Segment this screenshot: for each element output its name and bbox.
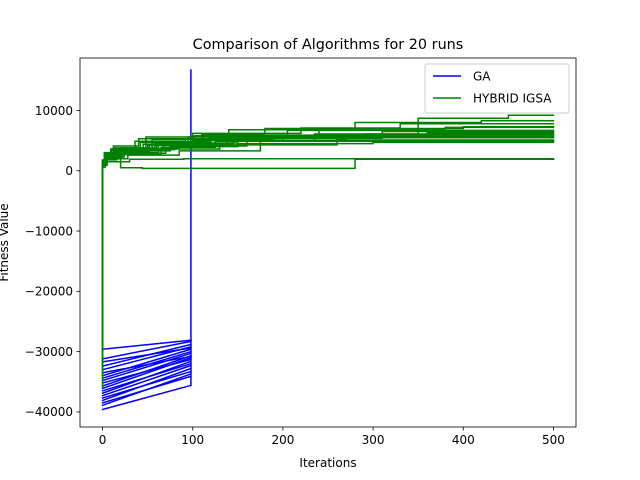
x-tick-label: 500 — [542, 433, 565, 447]
series-line-ga-run-18 — [101, 347, 192, 363]
axes-layer: 0 100 200 300 400 500 −40000 −30000 −20000 −10000… — [25, 57, 577, 447]
legend-label-hybrid-igsa: HYBRID IGSA — [473, 92, 552, 106]
y-tick-label: 0 — [65, 164, 73, 178]
y-axis-label: Fitness Value — [0, 203, 11, 281]
series-line-ga-run-20 — [101, 339, 192, 351]
series-line-ga-run-8 — [101, 362, 192, 392]
series-ga — [101, 69, 192, 411]
legend-box — [424, 63, 570, 114]
y-tick-label: −30000 — [25, 345, 73, 359]
axes-frame — [79, 57, 577, 428]
plot-area — [101, 69, 555, 411]
series-line-ga-run-19 — [101, 340, 192, 360]
x-tick-label: 0 — [99, 433, 107, 447]
series-line-ga-run-6 — [101, 364, 192, 397]
series-line-ga-run-12 — [101, 352, 192, 382]
legend-label-ga: GA — [473, 70, 491, 84]
series-layer — [101, 69, 555, 411]
y-tick-label: 10000 — [35, 104, 73, 118]
series-line-ga-run-1 — [101, 384, 192, 411]
x-tick-label: 400 — [452, 433, 475, 447]
series-line-ga-run-15 — [101, 355, 192, 374]
series-line-ga-run-14 — [101, 348, 192, 377]
y-tick-label: −40000 — [25, 405, 73, 419]
series-line-hybrid-igsa-run-20 — [101, 136, 555, 178]
chart-title: Comparison of Algorithms for 20 runs — [193, 37, 464, 53]
series-line-ga-run-3 — [101, 375, 192, 404]
x-axis-label: Iterations — [299, 456, 356, 470]
legend: GA HYBRID IGSA — [424, 63, 570, 114]
y-tick-label: −10000 — [25, 224, 73, 238]
series-line-ga-run-5 — [101, 370, 192, 399]
y-tick-label: −20000 — [25, 285, 73, 299]
x-tick-label: 100 — [181, 433, 204, 447]
series-line-ga-run-11 — [101, 358, 192, 384]
x-tick-label: 300 — [362, 433, 385, 447]
x-tick-label: 200 — [271, 433, 294, 447]
series-hybrid-igsa — [101, 114, 555, 389]
